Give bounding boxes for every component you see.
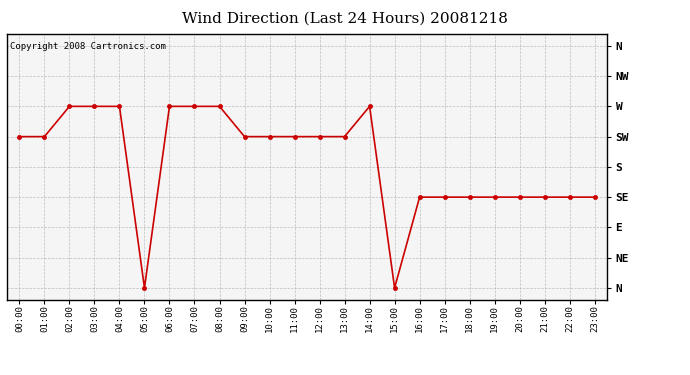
Text: Wind Direction (Last 24 Hours) 20081218: Wind Direction (Last 24 Hours) 20081218 <box>182 11 508 25</box>
Text: Copyright 2008 Cartronics.com: Copyright 2008 Cartronics.com <box>10 42 166 51</box>
